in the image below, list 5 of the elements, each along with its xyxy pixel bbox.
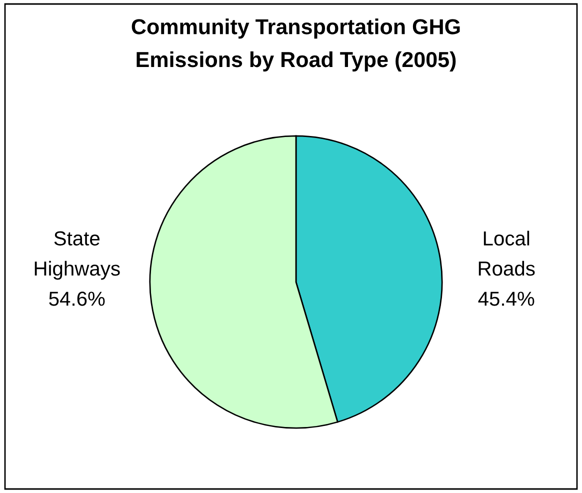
data-label: 54.6%	[49, 292, 105, 306]
slice-label: Local Roads	[478, 230, 535, 276]
slice-label: State Highways	[34, 231, 120, 280]
data-label: 45.4%	[478, 292, 534, 306]
chart-title: Community Transportation GHG Emissions by Road Type (2005)	[132, 18, 460, 72]
